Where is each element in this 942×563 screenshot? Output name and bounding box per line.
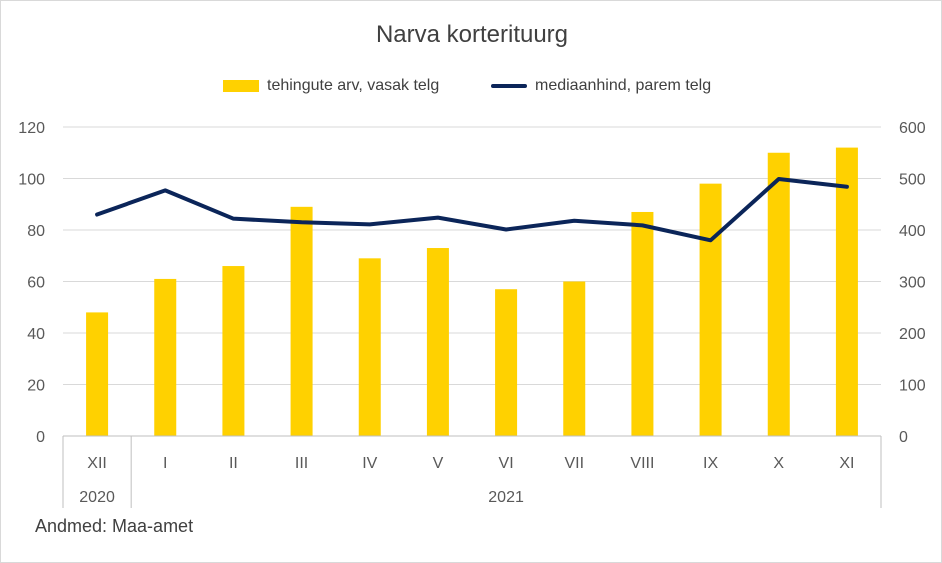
bar bbox=[86, 312, 109, 436]
bar-layer bbox=[86, 147, 858, 436]
x-tick-label: XII bbox=[87, 455, 107, 472]
bar bbox=[767, 152, 790, 436]
bar bbox=[290, 206, 313, 436]
legend-item-line: mediaanhind, parem telg bbox=[491, 77, 711, 95]
left-tick-label: 40 bbox=[27, 326, 45, 343]
bar bbox=[835, 147, 858, 436]
bar bbox=[631, 211, 654, 436]
left-tick-label: 100 bbox=[18, 172, 45, 189]
x-tick-label: V bbox=[433, 455, 444, 472]
x-tick-label: III bbox=[295, 455, 308, 472]
bar bbox=[222, 266, 245, 436]
x-tick-label: XI bbox=[839, 455, 854, 472]
bar bbox=[358, 258, 381, 436]
year-group-label: 2020 bbox=[79, 489, 115, 506]
source-note: Andmed: Maa-amet bbox=[35, 516, 194, 536]
right-tick-label: 400 bbox=[899, 223, 926, 240]
legend-swatch-line bbox=[491, 84, 527, 88]
x-tick-label: II bbox=[229, 455, 238, 472]
chart-title: Narva korterituurg bbox=[375, 21, 569, 48]
legend-label-line: mediaanhind, parem telg bbox=[535, 77, 712, 94]
right-tick-label: 200 bbox=[899, 326, 926, 343]
x-tick-label: VIII bbox=[630, 455, 654, 472]
median-price-line bbox=[95, 177, 849, 243]
left-tick-label: 80 bbox=[27, 223, 45, 240]
legend-swatch-bars bbox=[223, 80, 259, 92]
left-tick-label: 0 bbox=[36, 429, 45, 446]
bar bbox=[563, 281, 586, 436]
right-tick-label: 0 bbox=[899, 429, 908, 446]
bar bbox=[699, 183, 722, 436]
left-tick-label: 20 bbox=[27, 378, 45, 395]
bar bbox=[154, 278, 177, 436]
grid-layer bbox=[63, 126, 881, 385]
x-tick-label: X bbox=[773, 455, 784, 472]
legend-label-bars: tehingute arv, vasak telg bbox=[267, 77, 440, 94]
right-tick-label: 100 bbox=[899, 378, 926, 395]
right-tick-label: 500 bbox=[899, 172, 926, 189]
x-tick-label: IX bbox=[703, 455, 718, 472]
x-tick-label: VII bbox=[564, 455, 584, 472]
x-tick-label: I bbox=[163, 455, 167, 472]
legend-item-bars: tehingute arv, vasak telg bbox=[223, 77, 439, 95]
left-tick-label: 60 bbox=[27, 275, 45, 292]
x-tick-label: IV bbox=[362, 455, 377, 472]
x-tick-label: VI bbox=[499, 455, 514, 472]
left-tick-label: 120 bbox=[18, 120, 45, 137]
year-group-label: 2021 bbox=[488, 489, 524, 506]
right-tick-label: 300 bbox=[899, 275, 926, 292]
bar bbox=[495, 289, 518, 436]
right-tick-label: 600 bbox=[899, 120, 926, 137]
bar bbox=[426, 248, 449, 436]
line-layer bbox=[95, 177, 849, 243]
